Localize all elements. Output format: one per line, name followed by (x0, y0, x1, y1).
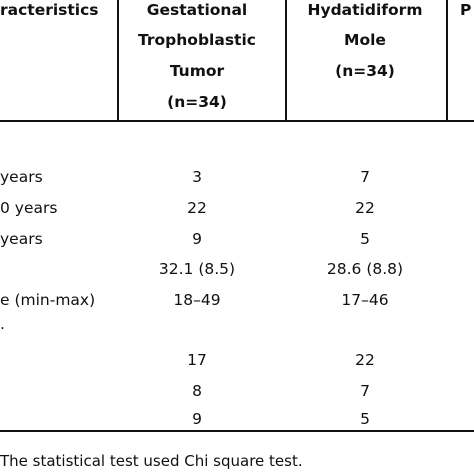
row-2-gtt: 22 (187, 199, 207, 217)
column-divider-3 (446, 0, 448, 122)
row-3-label: years (0, 230, 43, 248)
row-3-hm: 5 (360, 230, 370, 248)
row-1-hm: 7 (360, 168, 370, 186)
header-gtt-line-3: Tumor (169, 62, 225, 80)
row-8-gtt: 8 (192, 382, 202, 400)
header-characteristics: racteristics (0, 1, 99, 19)
row-2-label: 0 years (0, 199, 58, 217)
header-p: P (460, 1, 472, 19)
row-9-hm: 5 (360, 410, 370, 428)
column-divider-1 (117, 0, 119, 122)
row-8-hm: 7 (360, 382, 370, 400)
header-gtt-line-2: Trophoblastic (138, 31, 256, 49)
table-bottom-rule (0, 430, 474, 432)
table-footnote: The statistical test used Chi square tes… (0, 452, 303, 470)
row-5-hm: 17–46 (341, 291, 389, 309)
row-3-gtt: 9 (192, 230, 202, 248)
row-7-gtt: 17 (187, 351, 207, 369)
header-bottom-rule (0, 120, 474, 122)
row-7-hm: 22 (355, 351, 375, 369)
row-1-gtt: 3 (192, 168, 202, 186)
row-4-gtt: 32.1 (8.5) (158, 260, 236, 278)
header-hm-line-3: (n=34) (335, 62, 395, 80)
row-5-gtt: 18–49 (173, 291, 221, 309)
header-hm-line-2: Mole (344, 31, 386, 49)
row-9-gtt: 9 (192, 410, 202, 428)
header-hm-line-1: Hydatidiform (307, 1, 423, 19)
header-gtt-line-4: (n=34) (167, 93, 227, 111)
row-2-hm: 22 (355, 199, 375, 217)
row-4-hm: 28.6 (8.8) (326, 260, 404, 278)
row-1-label: years (0, 168, 43, 186)
row-5-label: e (min-max) (0, 291, 96, 309)
row-6-label: . (0, 315, 5, 333)
column-divider-2 (285, 0, 287, 122)
header-gtt-line-1: Gestational (146, 1, 248, 19)
